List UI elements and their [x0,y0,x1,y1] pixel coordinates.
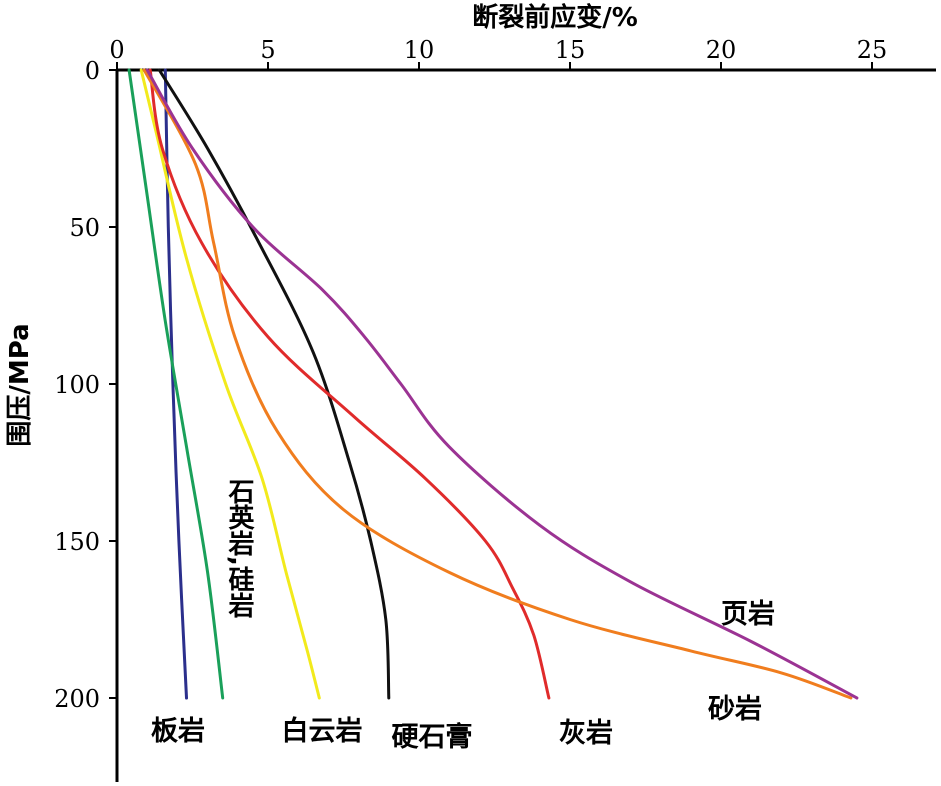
series-line-2 [127,68,225,700]
series-layer [127,68,859,700]
x-axis-title: 断裂前应变/% [472,2,638,33]
x-tick-label: 20 [706,36,737,64]
x-tick-label: 0 [109,36,124,64]
series-line-7 [145,68,859,700]
series-labels: 板岩 白云岩 硬石膏 灰岩 砂岩 页岩 石英岩,硅岩 [151,478,775,753]
series-label-5: 灰岩 [559,718,613,749]
series-label-3: 白云岩 [282,715,363,747]
series-label-6: 砂岩 [708,694,762,725]
y-axis-title: 围压/MPa [5,323,35,446]
axes: 0 5 10 15 20 25 0 50 100 150 200 [54,36,936,782]
series-label-2: 石英岩,硅岩 [224,478,255,618]
y-tick-label: 50 [69,214,100,242]
series-line-3 [139,68,321,700]
series-line-6 [142,68,853,700]
series-label-4: 硬石膏 [392,721,473,753]
x-tick-label: 15 [555,36,586,64]
x-tick-label: 10 [404,36,435,64]
series-label-1: 板岩 [151,716,205,747]
series-label-7: 页岩 [721,599,775,630]
y-tick-label: 150 [54,528,100,556]
y-tick-label: 200 [54,685,100,713]
series-line-4 [157,68,391,700]
y-tick-label: 100 [54,371,100,399]
x-tick-label: 5 [260,36,275,64]
series-line-5 [148,68,551,700]
x-tick-label: 25 [857,36,888,64]
y-tick-label: 0 [85,57,100,85]
